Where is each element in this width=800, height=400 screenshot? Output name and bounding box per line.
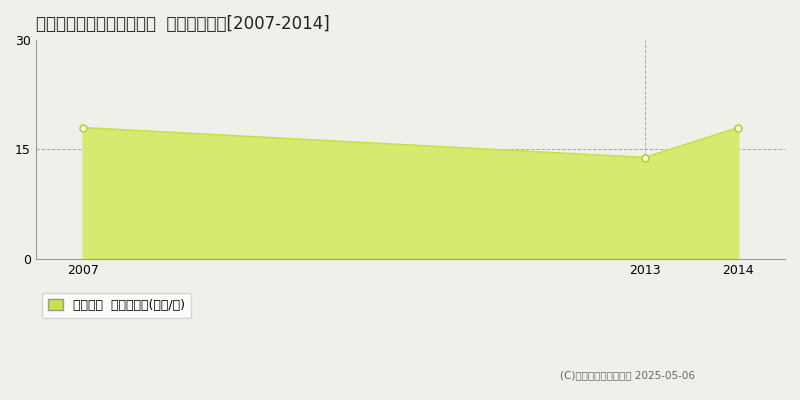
Legend: 土地価格  平均坊単価(万円/坊): 土地価格 平均坊単価(万円/坊) (42, 293, 191, 318)
Point (76, 124, 89, 131)
Point (638, 154, 651, 161)
Text: さいたま市岩様区南下新井  土地価格推移[2007-2014]: さいたま市岩様区南下新井 土地価格推移[2007-2014] (36, 15, 330, 33)
Text: (C)土地価格ドットコム 2025-05-06: (C)土地価格ドットコム 2025-05-06 (560, 370, 695, 380)
Point (732, 124, 745, 131)
